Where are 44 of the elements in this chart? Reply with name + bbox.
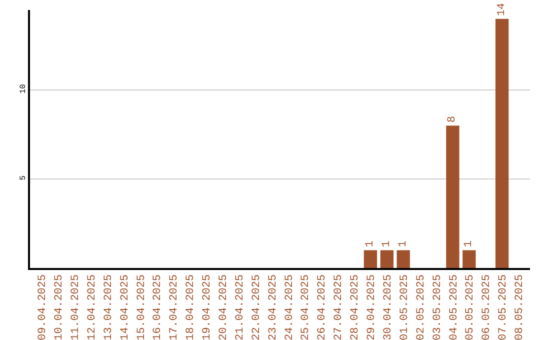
bar — [396, 250, 410, 268]
x-tick-label: 25.04.2025 — [300, 274, 312, 340]
x-tick-label: 03.05.2025 — [432, 274, 444, 340]
x-tick-label: 15.04.2025 — [136, 274, 148, 340]
x-tick-label: 08.05.2025 — [514, 274, 526, 340]
bar — [495, 18, 509, 268]
x-tick-label: 01.05.2025 — [398, 274, 411, 340]
x-tick-label: 14.04.2025 — [119, 274, 132, 340]
x-tick-label: 23.04.2025 — [267, 274, 280, 340]
x-tick-label: 06.05.2025 — [481, 274, 494, 340]
x-tick-label: 24.04.2025 — [284, 274, 296, 340]
x-tick-label: 09.04.2025 — [37, 274, 50, 340]
x-tick-label: 19.04.2025 — [202, 274, 214, 340]
x-tick-label: 11.04.2025 — [70, 274, 82, 340]
x-tick-label: 04.05.2025 — [448, 274, 460, 340]
x-tick-label: 27.04.2025 — [333, 274, 346, 340]
x-tick-label: 30.04.2025 — [382, 274, 394, 340]
x-tick-label: 17.04.2025 — [168, 274, 181, 340]
data-label: 1 — [364, 240, 376, 248]
bar — [462, 250, 476, 268]
x-tick-label: 02.05.2025 — [415, 274, 428, 340]
x-tick-label: 18.04.2025 — [185, 274, 198, 340]
bar — [446, 126, 460, 268]
x-tick-label: 12.04.2025 — [86, 274, 98, 340]
y-tick-label: 10 — [18, 84, 28, 94]
x-tick-label: 05.05.2025 — [464, 274, 477, 340]
x-tick-label: 22.04.2025 — [250, 274, 263, 340]
data-label: 8 — [446, 116, 459, 123]
x-tick-label: 16.04.2025 — [152, 274, 164, 340]
x-tick-label: 13.04.2025 — [102, 274, 115, 340]
x-tick-label: 29.04.2025 — [366, 274, 378, 340]
data-label: 1 — [397, 240, 410, 248]
x-tick-label: 28.04.2025 — [350, 274, 362, 340]
data-label: 1 — [380, 240, 393, 248]
data-label: 1 — [463, 240, 476, 248]
x-tick-label: 07.05.2025 — [498, 274, 510, 340]
data-label: 14 — [496, 3, 508, 16]
x-tick-label: 10.04.2025 — [54, 274, 66, 340]
bar — [380, 250, 394, 268]
x-tick-label: 26.04.2025 — [316, 274, 329, 340]
y-tick-label: 5 — [18, 175, 28, 180]
x-tick-label: 20.04.2025 — [218, 274, 230, 340]
bar — [364, 250, 378, 268]
x-tick-label: 21.04.2025 — [234, 274, 246, 340]
